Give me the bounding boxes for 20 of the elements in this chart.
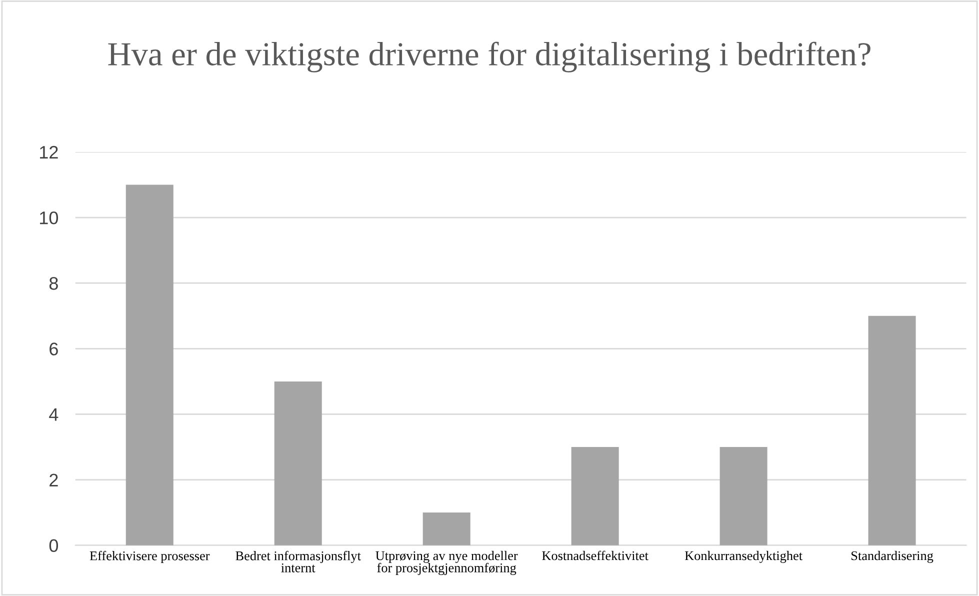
y-tick-label: 2 [50,474,58,486]
bar [720,447,768,546]
y-tick-label: 8 [49,277,58,290]
x-tick-label: Konkurransedyktighet [684,550,802,563]
bar [571,447,619,546]
bar [868,316,916,546]
y-tick-label: 6 [50,342,58,356]
x-tick-label: Bedret informasjonsflyt internt [236,550,361,572]
bar [422,512,470,546]
x-tick-label: Effektivisere prosesser [90,550,210,563]
chart-title: Hva er de viktigste driverne for digitalisering i bedriften? [108,42,870,72]
y-tick-label: 10 [40,211,58,224]
y-tick-label: 12 [40,146,58,159]
y-tick-label: 0 [49,539,58,552]
bar [126,184,174,546]
x-tick-label: Standardisering [852,550,934,563]
x-tick-label: Utprøving av nye modeller for prosjektgjennomføring [376,550,518,576]
bar [274,381,322,546]
y-tick-label: 4 [49,408,58,421]
x-tick-label: Kostnadseffektivitet [542,550,648,560]
